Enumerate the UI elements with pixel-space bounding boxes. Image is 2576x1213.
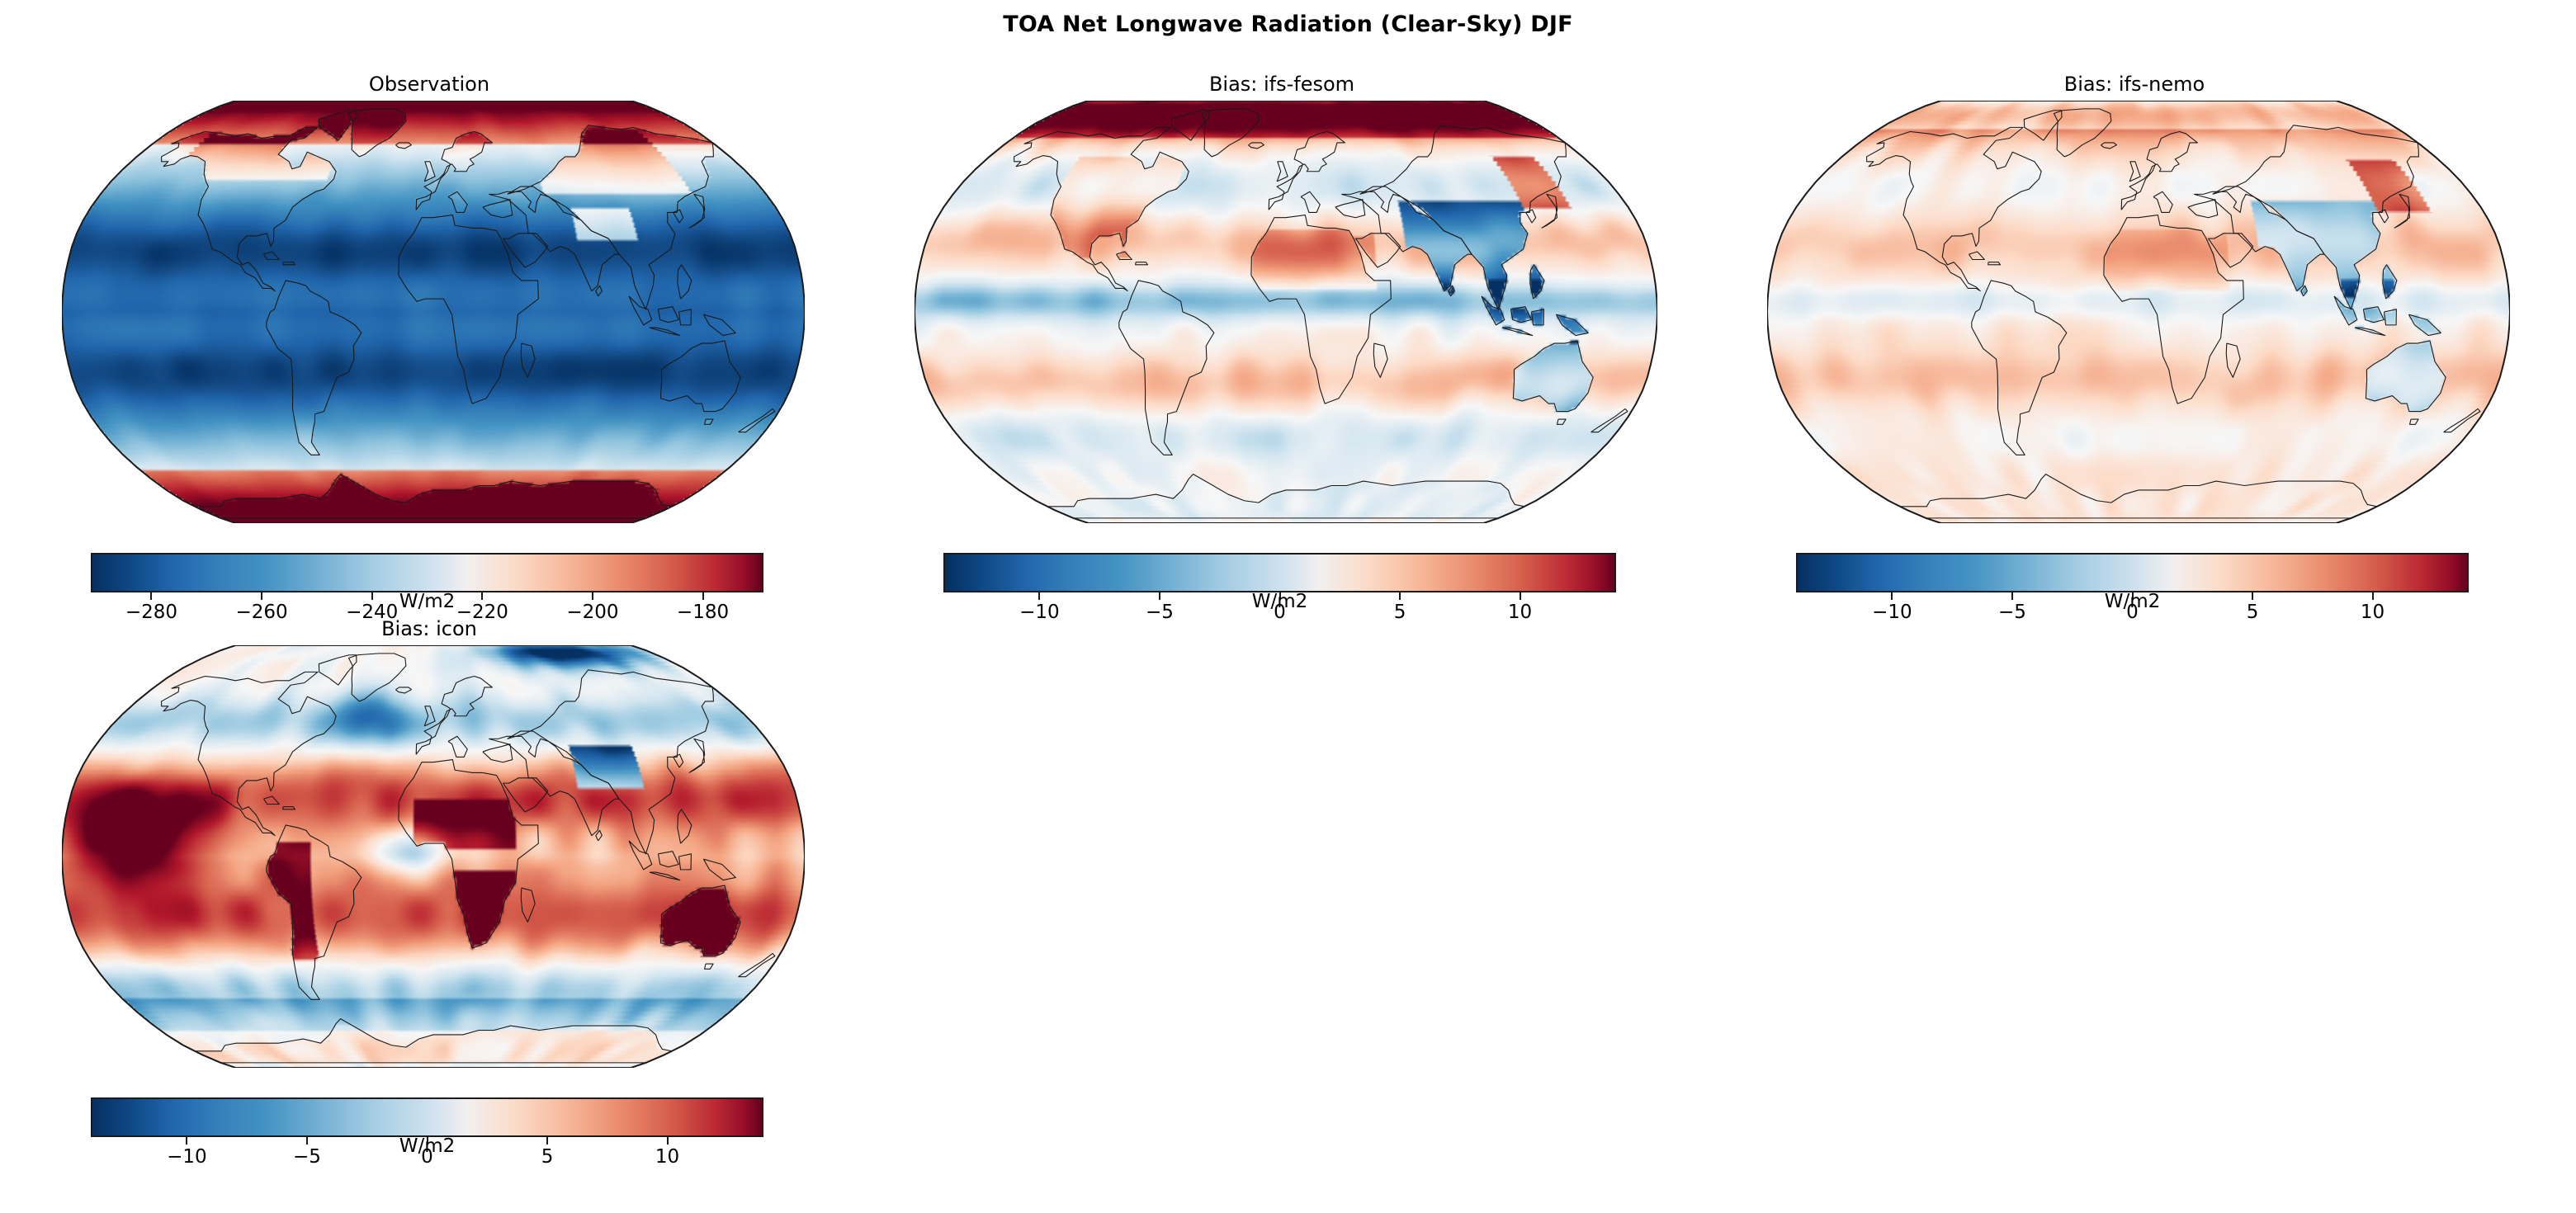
colorbar-tick-label: 10: [1507, 602, 1533, 623]
map-bias-icon: [62, 645, 805, 1068]
panel-title-bias-icon: Bias: icon: [381, 617, 477, 640]
coastlines: [161, 653, 776, 1064]
colorbar-tick: [2252, 592, 2254, 600]
colorbar-tick: [150, 592, 153, 600]
colorbar-tick: [2131, 592, 2134, 600]
panel-title-bias-ifs-nemo: Bias: ifs-nemo: [2063, 73, 2205, 96]
colorbar-tick-label: −220: [456, 602, 508, 623]
colorbar-unit-label: W/m2: [2104, 591, 2161, 612]
colorbar-tick-group: −10 −5 0 5 10: [91, 1137, 763, 1168]
colorbar-tick: [186, 1137, 188, 1145]
colorbar-tick-label: −10: [1019, 602, 1060, 623]
panel-bias-ifs-fesom: Bias: ifs-fesom −10 −5 0 5 10 W/m2: [869, 73, 1694, 650]
colorbar-tick: [481, 592, 484, 600]
map-canvas: [62, 645, 805, 1068]
coastlines: [161, 108, 776, 519]
map-outline: [62, 101, 805, 523]
map-outline: [62, 645, 805, 1068]
colorbar-unit-label: W/m2: [399, 591, 456, 612]
colorbar-unit-label: W/m2: [399, 1135, 456, 1157]
map-bias-ifs-fesom: [915, 101, 1657, 523]
panel-title-bias-ifs-fesom: Bias: ifs-fesom: [1208, 73, 1355, 96]
colorbar-tick: [546, 1137, 549, 1145]
colorbar-tick-label: −280: [125, 602, 178, 623]
colorbar-tick-label: −180: [676, 602, 730, 623]
colorbar-tick-group: −280 −260 −240 −220 −200 −180: [91, 592, 763, 623]
colorbar-tick: [426, 1137, 428, 1145]
colorbar-tick-label: −5: [293, 1146, 321, 1168]
colorbar-tick: [702, 592, 704, 600]
colorbar-tick: [2011, 592, 2013, 600]
map-canvas: [915, 101, 1657, 523]
colorbar-tick-label: −10: [1872, 602, 1912, 623]
colorbar-tick-group: −10 −5 0 5 10: [943, 592, 1616, 623]
colorbar-gradient: [91, 1097, 763, 1137]
colorbar-tick-label: −10: [167, 1146, 207, 1168]
figure-title: TOA Net Longwave Radiation (Clear-Sky) D…: [1003, 12, 1573, 37]
colorbar-tick-label: −5: [1146, 602, 1174, 623]
panel-observation: Observation −280 −260 −240 −220 −200 −180 W/m2: [17, 73, 842, 650]
colorbar-tick-label: 0: [421, 1146, 433, 1168]
map-canvas: [62, 101, 805, 523]
colorbar-tick-label: 5: [541, 1146, 554, 1168]
colorbar-observation: −280 −260 −240 −220 −200 −180 W/m2: [91, 553, 763, 652]
colorbar-tick: [1891, 592, 1893, 600]
colorbar-bias-icon: −10 −5 0 5 10 W/m2: [91, 1097, 763, 1196]
map-outline: [915, 101, 1657, 523]
panel-bias-icon: Bias: icon −10 −5 0 5 10 W/m2: [17, 617, 842, 1195]
colorbar-tick: [1279, 592, 1281, 600]
colorbar-tick: [371, 592, 373, 600]
coastlines: [1866, 108, 2481, 519]
colorbar-bias-ifs-nemo: −10 −5 0 5 10 W/m2: [1796, 553, 2469, 652]
colorbar-gradient: [91, 553, 763, 592]
colorbar-tick-label: −200: [566, 602, 619, 623]
colorbar-tick-label: −260: [235, 602, 288, 623]
map-canvas: [1767, 101, 2510, 523]
colorbar-tick-label: 5: [2246, 602, 2259, 623]
colorbar-tick: [1038, 592, 1041, 600]
colorbar-gradient: [943, 553, 1616, 592]
panel-bias-ifs-nemo: Bias: ifs-nemo −10 −5 0 5 10 W/m2: [1722, 73, 2547, 650]
map-observation: [62, 101, 805, 523]
colorbar-unit-label: W/m2: [1251, 591, 1308, 612]
colorbar-tick-label: −5: [1998, 602, 2026, 623]
colorbar-gradient: [1796, 553, 2469, 592]
colorbar-tick: [305, 1137, 308, 1145]
coastlines: [1014, 108, 1628, 519]
colorbar-tick: [1399, 592, 1401, 600]
colorbar-tick: [261, 592, 263, 600]
colorbar-tick-label: 0: [2126, 602, 2139, 623]
colorbar-tick: [666, 1137, 669, 1145]
colorbar-tick: [1158, 592, 1160, 600]
colorbar-bias-ifs-fesom: −10 −5 0 5 10 W/m2: [943, 553, 1616, 652]
panel-title-observation: Observation: [368, 73, 490, 96]
colorbar-tick: [1519, 592, 1521, 600]
colorbar-tick-label: 10: [2360, 602, 2385, 623]
colorbar-tick-label: −240: [346, 602, 399, 623]
colorbar-tick: [2371, 592, 2374, 600]
map-outline: [1767, 101, 2510, 523]
colorbar-tick-label: 10: [655, 1146, 680, 1168]
colorbar-tick-label: 0: [1274, 602, 1286, 623]
colorbar-tick-label: 5: [1393, 602, 1406, 623]
colorbar-tick: [591, 592, 593, 600]
map-bias-ifs-nemo: [1767, 101, 2510, 523]
colorbar-tick-group: −10 −5 0 5 10: [1796, 592, 2469, 623]
